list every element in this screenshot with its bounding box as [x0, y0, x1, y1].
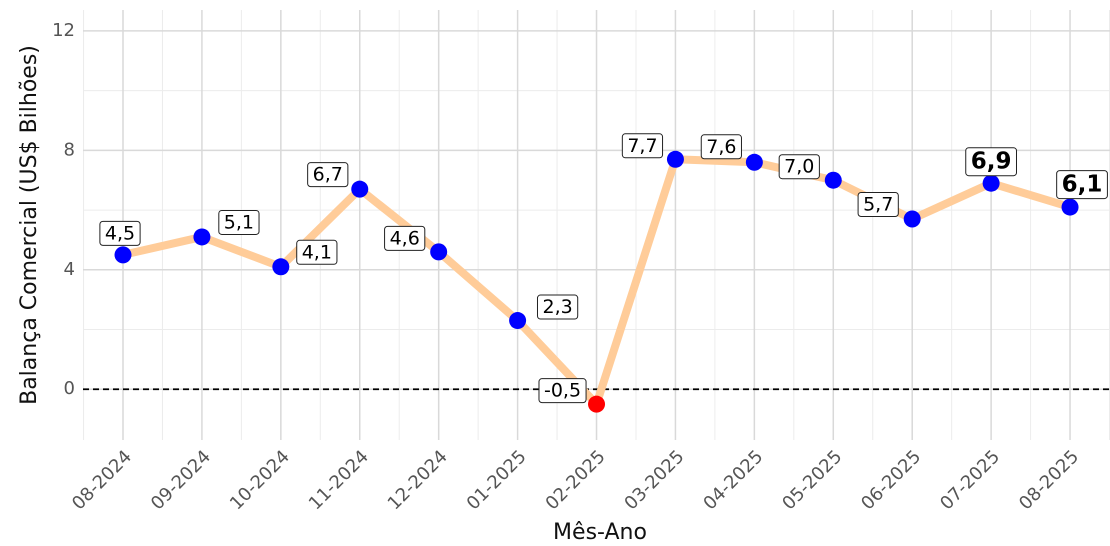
label-box: [218, 209, 260, 235]
data-label-text: 6,9: [971, 149, 1012, 175]
data-label: 7,7: [621, 133, 664, 159]
data-label: 4,6: [384, 225, 426, 251]
point: [745, 153, 763, 171]
x-tick-label: 06-2025: [857, 446, 925, 514]
data-label: 2,3: [536, 294, 579, 320]
point: [666, 150, 684, 168]
label-box: [384, 225, 426, 251]
y-tick-label: 8: [64, 139, 75, 160]
y-tick-label: 4: [64, 259, 75, 280]
label-box: [307, 162, 349, 188]
label-box: [700, 134, 742, 160]
x-tick-label: 04-2025: [699, 446, 767, 514]
label-box: [857, 192, 899, 218]
data-label-text: 6,1: [1062, 172, 1103, 198]
point: [903, 210, 921, 228]
x-tick-label: 07-2025: [936, 446, 1004, 514]
point: [193, 228, 211, 246]
data-label-text: 7,0: [784, 156, 814, 178]
point: [351, 180, 369, 198]
data-label: 7,0: [778, 154, 820, 180]
x-tick-label: 08-2025: [1015, 446, 1083, 514]
data-label-text: 5,7: [863, 194, 893, 216]
y-axis-title: Balança Comercial (US$ Bilhões): [17, 45, 42, 405]
label-box: [536, 294, 579, 320]
point: [1061, 198, 1079, 216]
x-tick-label: 09-2024: [147, 446, 215, 514]
data-label: -0,5: [538, 378, 587, 404]
data-label-text: 4,6: [390, 227, 420, 249]
label-box: [1056, 170, 1108, 200]
data-label: 5,7: [857, 192, 899, 218]
data-label-text: 4,5: [105, 222, 135, 244]
x-tick-label: 03-2025: [620, 446, 688, 514]
data-label: 5,1: [218, 209, 260, 235]
data-label: 4,1: [296, 239, 338, 265]
data-label-text: 2,3: [542, 296, 572, 318]
data-label: 6,1: [1056, 170, 1108, 200]
x-tick-label: 11-2024: [305, 446, 373, 514]
label-box: [538, 378, 587, 404]
data-label: 7,6: [700, 134, 742, 160]
data-label-text: 4,1: [302, 241, 332, 263]
label-box: [296, 239, 338, 265]
x-tick-label: 01-2025: [463, 446, 531, 514]
point: [509, 312, 527, 330]
y-tick-label: 12: [52, 20, 75, 41]
point: [114, 246, 132, 264]
x-tick-label: 10-2024: [226, 446, 294, 514]
point: [824, 171, 842, 189]
label-box: [778, 154, 820, 180]
point: [982, 174, 1000, 192]
label-box: [99, 220, 141, 246]
x-tick-label: 12-2024: [384, 446, 452, 514]
data-label-text: 5,1: [224, 211, 254, 233]
label-box: [621, 133, 664, 159]
data-label: 6,9: [965, 147, 1017, 177]
x-tick-label: 02-2025: [542, 446, 610, 514]
x-axis-title: Mês-Ano: [553, 520, 647, 545]
data-label-text: -0,5: [544, 380, 581, 402]
point: [272, 258, 290, 276]
label-box: [965, 147, 1017, 177]
x-tick-label: 08-2024: [68, 446, 136, 514]
data-label-text: 6,7: [313, 164, 343, 186]
x-tick-label: 05-2025: [778, 446, 846, 514]
data-label-text: 7,7: [627, 135, 657, 157]
data-label: 6,7: [307, 162, 349, 188]
data-label: 4,5: [99, 220, 141, 246]
data-label-text: 7,6: [706, 136, 736, 158]
point: [430, 243, 448, 261]
y-tick-label: 0: [64, 378, 75, 399]
point: [588, 395, 606, 413]
